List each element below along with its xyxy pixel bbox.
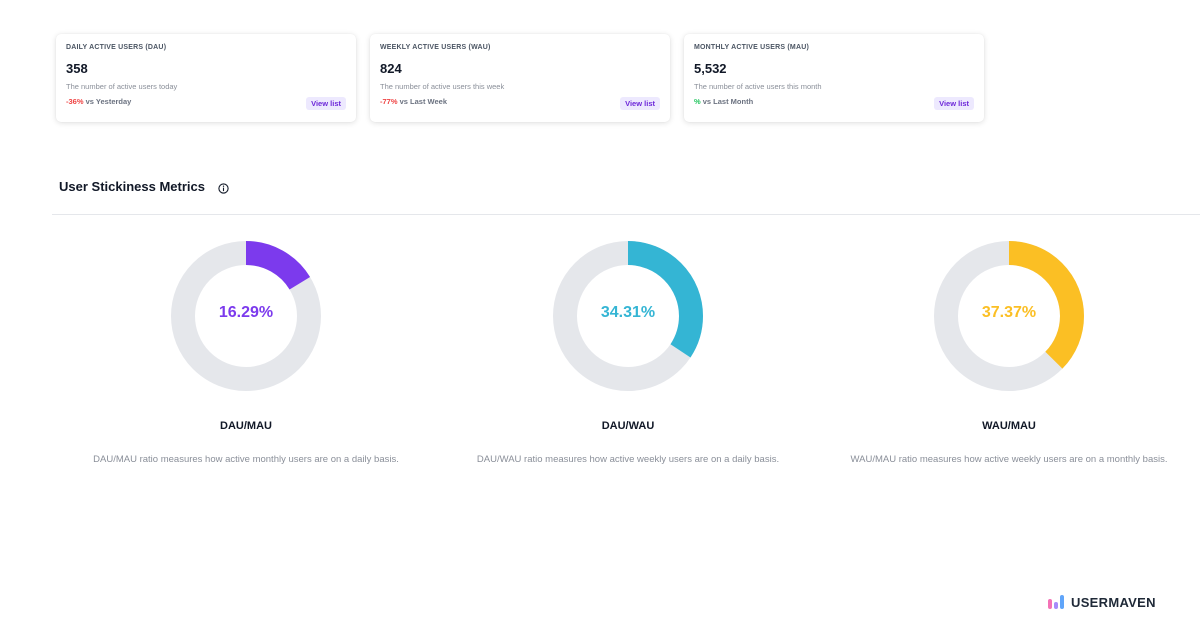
metric-description: DAU/MAU ratio measures how active monthl…: [93, 454, 399, 465]
metric-dau-mau: 16.29% DAU/MAU DAU/MAU ratio measures ho…: [56, 240, 436, 465]
donut-svg: [171, 241, 321, 391]
card-value: 824: [380, 61, 402, 76]
metric-wau-mau: 37.37% WAU/MAU WAU/MAU ratio measures ho…: [819, 240, 1199, 465]
donut-percentage: 34.31%: [600, 304, 656, 321]
change-label: vs Last Month: [700, 97, 754, 106]
card-title: MONTHLY ACTIVE USERS (MAU): [694, 44, 810, 51]
change-value: -77%: [380, 97, 398, 106]
card-value: 358: [66, 61, 88, 76]
donut-chart: 16.29%: [170, 240, 322, 392]
view-list-button[interactable]: View list: [934, 97, 974, 110]
donut-chart: 34.31%: [552, 240, 704, 392]
card-change: % vs Last Month: [694, 97, 974, 106]
card-description: The number of active users today: [66, 82, 178, 91]
change-label: vs Yesterday: [83, 97, 132, 106]
view-list-button[interactable]: View list: [620, 97, 660, 110]
donut-arc: [934, 241, 1084, 391]
card-value: 5,532: [694, 61, 727, 76]
section-title: User Stickiness Metrics: [59, 179, 205, 194]
metric-name: DAU/MAU: [220, 420, 272, 432]
donut-arc: [171, 241, 321, 391]
metric-name: WAU/MAU: [982, 420, 1036, 432]
card-title: WEEKLY ACTIVE USERS (WAU): [380, 44, 491, 51]
card-description: The number of active users this week: [380, 82, 505, 91]
card-title: DAILY ACTIVE USERS (DAU): [66, 44, 167, 51]
metric-description: DAU/WAU ratio measures how active weekly…: [476, 454, 780, 465]
metric-description: WAU/MAU ratio measures how active weekly…: [850, 454, 1168, 465]
dau-card: DAILY ACTIVE USERS (DAU) 358 The number …: [56, 34, 356, 122]
donut-svg: [553, 241, 703, 391]
donut-percentage: 37.37%: [981, 304, 1037, 321]
brand-logo: USERMAVEN: [1047, 593, 1156, 611]
section-header: User Stickiness Metrics: [59, 179, 229, 194]
card-change: -77% vs Last Week: [380, 97, 660, 106]
donut-percentage: 16.29%: [218, 304, 274, 321]
change-label: vs Last Week: [397, 97, 447, 106]
info-circle-icon[interactable]: [218, 181, 229, 194]
section-divider: [52, 214, 1200, 215]
usermaven-logo-icon: [1048, 595, 1064, 609]
donut-arc: [553, 241, 703, 391]
metric-dau-wau: 34.31% DAU/WAU DAU/WAU ratio measures ho…: [438, 240, 818, 465]
card-description: The number of active users this month: [694, 82, 822, 91]
brand-name: USERMAVEN: [1071, 594, 1156, 610]
donut-chart: 37.37%: [933, 240, 1085, 392]
wau-card: WEEKLY ACTIVE USERS (WAU) 824 The number…: [370, 34, 670, 122]
mau-card: MONTHLY ACTIVE USERS (MAU) 5,532 The num…: [684, 34, 984, 122]
card-change: -36% vs Yesterday: [66, 97, 346, 106]
donut-svg: [934, 241, 1084, 391]
kpi-cards: DAILY ACTIVE USERS (DAU) 358 The number …: [56, 34, 984, 122]
change-value: -36%: [66, 97, 84, 106]
metric-name: DAU/WAU: [601, 420, 655, 432]
change-value: %: [694, 97, 701, 106]
view-list-button[interactable]: View list: [306, 97, 346, 110]
